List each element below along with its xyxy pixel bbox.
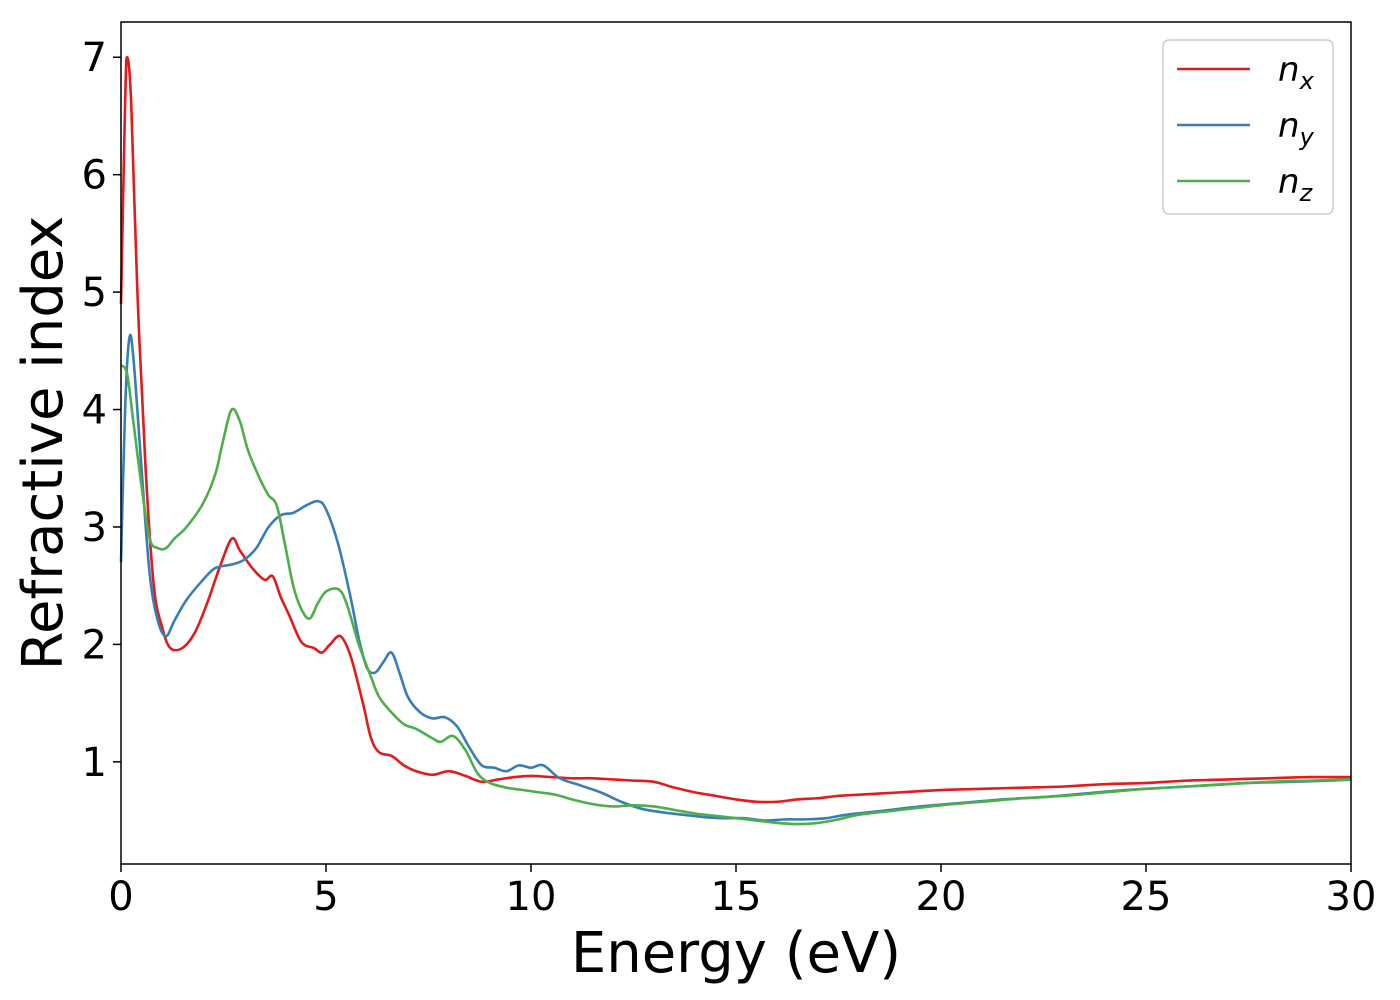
legend: nx ny nz — [1162, 39, 1334, 215]
y-tick-label: 7 — [82, 35, 107, 81]
y-tick-label: 1 — [82, 740, 107, 786]
legend-label: nz — [1278, 162, 1314, 207]
legend-entry-nx: nx — [1177, 50, 1315, 95]
y-tick-label: 3 — [82, 505, 107, 551]
y-tick-label: 2 — [82, 622, 107, 668]
x-tick-label: 30 — [1326, 874, 1377, 920]
y-tick-label: 5 — [82, 270, 107, 316]
y-axis: 1 2 3 4 5 6 7 — [82, 35, 121, 786]
x-tick-label: 0 — [108, 874, 133, 920]
series-line-ny — [119, 333, 1352, 822]
legend-entries: nx ny nz — [1177, 50, 1315, 207]
x-axis-label: Energy (eV) — [571, 921, 901, 986]
legend-entry-nz: nz — [1177, 162, 1314, 207]
y-tick-label: 4 — [82, 388, 107, 434]
y-axis-label: Refractive index — [11, 216, 76, 671]
y-tick-label: 6 — [82, 153, 107, 199]
legend-label: ny — [1278, 106, 1315, 151]
x-tick-label: 25 — [1121, 874, 1172, 920]
x-tick-label: 20 — [916, 874, 967, 920]
x-tick-label: 15 — [711, 874, 762, 920]
legend-entry-ny: ny — [1177, 106, 1315, 151]
series-line-nz — [119, 363, 1352, 826]
series-lines — [119, 55, 1352, 826]
legend-label: nx — [1278, 50, 1315, 95]
x-tick-label: 10 — [506, 874, 557, 920]
x-axis: 0 5 10 15 20 25 30 — [108, 864, 1376, 920]
series-line-nx — [119, 55, 1352, 804]
legend-box — [1162, 39, 1334, 215]
x-tick-label: 5 — [313, 874, 338, 920]
